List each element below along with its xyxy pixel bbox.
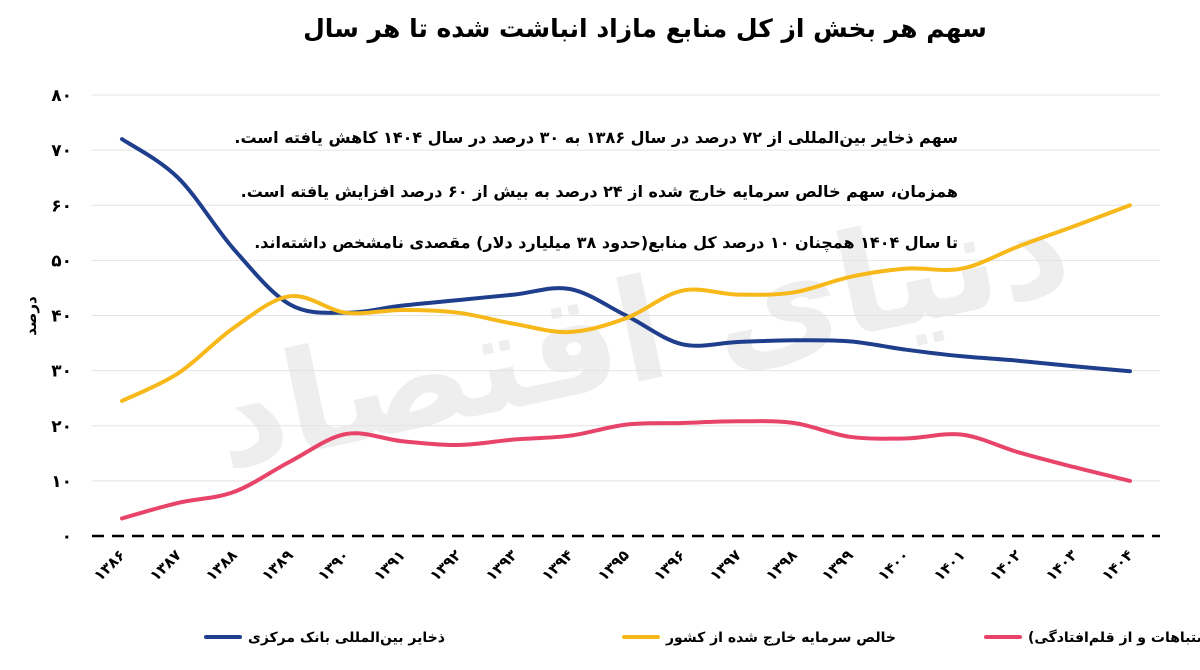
y-tick-label: ۱۰: [51, 472, 72, 492]
series-line-0: [120, 137, 1132, 374]
y-tick-label: ۵۰: [51, 251, 72, 271]
legend: ذخایر بین‌المللی بانک مرکزی خالص سرمایه خ…: [204, 629, 1200, 646]
annotation-text: سهم ذخایر بین‌المللی از ۷۲ درصد در سال ۱…: [234, 128, 958, 147]
legend-label: خالص سرمایه خارج شده از کشور: [665, 630, 896, 646]
annotation-text: تا سال ۱۴۰۴ همچنان ۱۰ درصد کل منابع(حدود…: [254, 233, 958, 253]
watermark: دنیای اقتصاد: [198, 162, 1083, 502]
series-line-1: [120, 203, 1132, 403]
y-tick-label: ۳۰: [51, 362, 72, 382]
x-tick-label: ۱۳۹۴: [538, 546, 577, 585]
x-tick-label: ۱۳۹۲: [426, 546, 465, 585]
chart-title: سهم هر بخش از کل منابع مازاد انباشت شده …: [303, 14, 987, 43]
x-tick-label: ۱۳۹۱: [370, 546, 409, 585]
x-tick-label: ۱۴۰۱: [930, 546, 969, 585]
x-tick-label: ۱۴۰۰: [874, 546, 913, 585]
y-tick-label: ۲۰: [51, 417, 72, 437]
series-lines: [120, 137, 1132, 521]
annotations: سهم ذخایر بین‌المللی از ۷۲ درصد در سال ۱…: [234, 128, 958, 253]
legend-label: مقصد نامشخص(اشتباهات و از قلم‌افتادگی): [1028, 629, 1200, 646]
x-tick-label: ۱۳۹۹: [818, 546, 857, 585]
y-tick-label: ۸۰: [51, 86, 72, 106]
x-tick-label: ۱۳۸۶: [90, 546, 129, 585]
x-tick-label: ۱۳۹۳: [482, 546, 521, 585]
x-tick-label: ۱۳۹۰: [314, 546, 353, 585]
x-tick-label: ۱۳۸۹: [258, 546, 297, 585]
y-axis-label: درصد: [22, 296, 40, 336]
x-tick-label: ۱۳۹۶: [650, 546, 689, 585]
x-tick-label: ۱۳۹۷: [706, 546, 745, 585]
x-tick-label: ۱۴۰۴: [1098, 546, 1137, 585]
x-tick-label: ۱۴۰۳: [1042, 546, 1081, 585]
y-tick-label: ۷۰: [51, 141, 72, 161]
series-line-2: [120, 419, 1132, 521]
x-tick-label: ۱۳۸۸: [202, 546, 241, 585]
x-tick-label: ۱۴۰۲: [986, 546, 1025, 585]
x-axis-ticks: ۱۳۸۶ ۱۳۸۷ ۱۳۸۸ ۱۳۸۹ ۱۳۹۰ ۱۳۹۱ ۱۳۹۲ ۱۳۹۳ ۱۳۹۴ ۱۳۹۵…: [90, 546, 1137, 585]
y-tick-label: ۰: [62, 527, 72, 547]
x-tick-label: ۱۳۸۷: [146, 546, 185, 585]
y-tick-label: ۶۰: [51, 196, 72, 216]
legend-label: ذخایر بین‌المللی بانک مرکزی: [248, 630, 445, 646]
x-tick-label: ۱۳۹۸: [762, 546, 801, 585]
y-tick-label: ۴۰: [51, 307, 72, 327]
x-tick-label: ۱۳۹۵: [594, 546, 633, 585]
y-axis-ticks: ۰ ۱۰ ۲۰ ۳۰ ۴۰ ۵۰ ۶۰ ۷۰ ۸۰: [51, 86, 72, 547]
annotation-text: همزمان، سهم خالص سرمایه خارج شده از ۲۴ د…: [241, 182, 958, 201]
